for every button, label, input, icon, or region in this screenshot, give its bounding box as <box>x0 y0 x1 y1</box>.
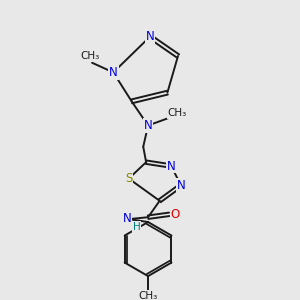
Text: N: N <box>122 212 131 225</box>
Text: O: O <box>170 208 180 221</box>
Text: N: N <box>144 119 152 132</box>
Text: N: N <box>146 30 154 43</box>
Text: H: H <box>133 222 140 232</box>
Text: N: N <box>176 179 185 192</box>
Text: CH₃: CH₃ <box>167 108 187 118</box>
Text: N: N <box>109 66 118 79</box>
Text: N: N <box>167 160 176 172</box>
Text: S: S <box>125 172 132 185</box>
Text: CH₃: CH₃ <box>80 51 100 61</box>
Text: CH₃: CH₃ <box>138 291 158 300</box>
